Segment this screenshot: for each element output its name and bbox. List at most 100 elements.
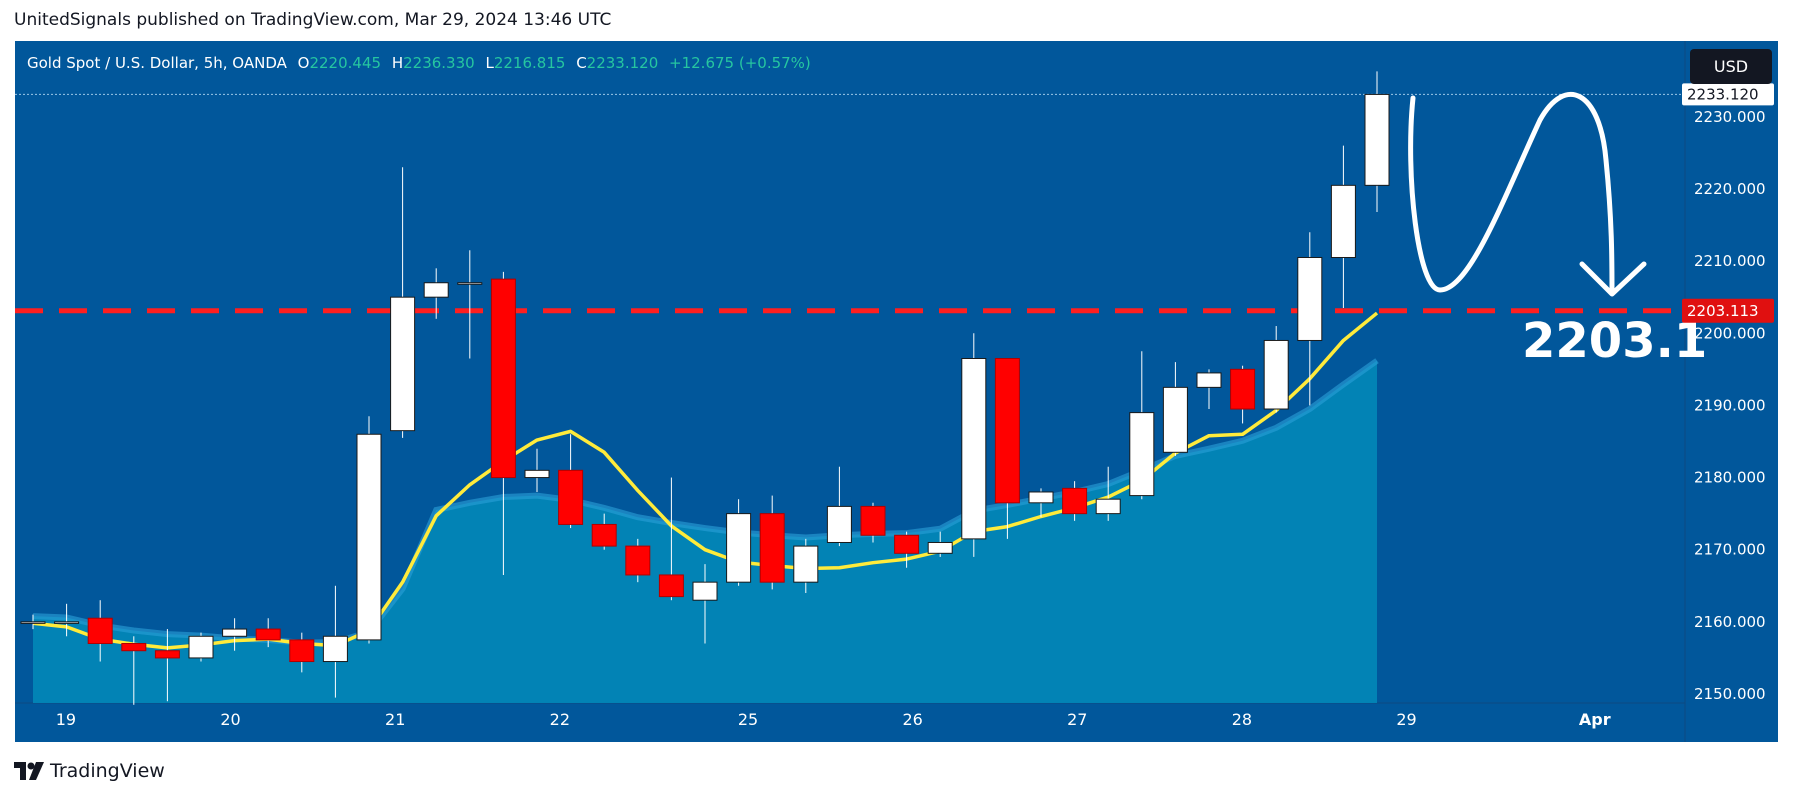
- high-label: H: [391, 54, 404, 72]
- candle-body: [927, 541, 953, 554]
- footer-brand[interactable]: TradingView: [14, 760, 165, 782]
- candle: [1297, 232, 1323, 406]
- candle-body: [390, 296, 416, 432]
- current-price-label: 2233.120: [1687, 85, 1759, 103]
- candle: [1095, 466, 1121, 521]
- candle: [826, 466, 852, 547]
- candle-body: [524, 469, 550, 479]
- time-axis-tick: 21: [385, 710, 405, 729]
- candle: [558, 434, 584, 529]
- candle-body: [289, 639, 315, 663]
- annotation-layer: 2203.1: [1408, 91, 1707, 369]
- high-value: 2236.330: [403, 54, 475, 72]
- candle: [927, 531, 953, 557]
- candle: [692, 564, 718, 644]
- candle: [289, 632, 315, 673]
- candle-body: [1297, 256, 1323, 341]
- candle-body: [658, 574, 684, 598]
- level-line-layer: [15, 93, 1685, 314]
- candle-body: [154, 650, 180, 659]
- close-value: 2233.120: [586, 54, 659, 72]
- publisher-caption: UnitedSignals published on TradingView.c…: [14, 10, 612, 30]
- close-label: C: [576, 54, 587, 72]
- candle: [20, 614, 46, 630]
- candle: [390, 167, 416, 438]
- candle-body: [20, 621, 46, 624]
- candle-body: [759, 513, 785, 583]
- candle-body: [994, 358, 1020, 504]
- candle-body: [793, 545, 819, 583]
- time-axis-tick: 26: [902, 710, 922, 729]
- time-axis-tick: 19: [56, 710, 76, 729]
- candle: [961, 333, 987, 557]
- time-axis-tick: 20: [220, 710, 240, 729]
- candle-body: [1095, 498, 1121, 515]
- candle: [591, 513, 617, 550]
- candle: [322, 585, 348, 698]
- time-axis-tick: 27: [1067, 710, 1087, 729]
- candle: [1062, 481, 1088, 521]
- candle: [490, 271, 516, 575]
- candle: [658, 477, 684, 601]
- candle-body: [1062, 487, 1088, 515]
- candle-body: [1162, 386, 1188, 453]
- candle-body: [726, 513, 752, 583]
- candle-body: [1028, 491, 1054, 504]
- candle: [1196, 369, 1222, 410]
- candle: [87, 600, 113, 662]
- level-price-label: 2203.113: [1687, 302, 1759, 320]
- symbol-legend: Gold Spot / U.S. Dollar, 5h, OANDA O2220…: [27, 54, 811, 72]
- candle-body: [894, 534, 920, 554]
- candle-body: [558, 469, 584, 525]
- price-axis-tick: 2230.000: [1694, 108, 1766, 126]
- price-axis-tick: 2160.000: [1694, 613, 1766, 631]
- price-axis-tick: 2170.000: [1694, 541, 1766, 559]
- candle-body: [826, 505, 852, 543]
- candle-body: [222, 628, 248, 637]
- price-axis-tick: 2210.000: [1694, 252, 1766, 270]
- candle: [1129, 351, 1155, 500]
- candle: [894, 531, 920, 568]
- candle-body: [457, 282, 483, 285]
- candle-body: [490, 278, 516, 479]
- candle: [625, 538, 651, 583]
- candle: [1364, 71, 1390, 213]
- price-axis-tick: 2200.000: [1694, 324, 1766, 342]
- candle-body: [121, 642, 147, 652]
- currency-button[interactable]: USD: [1690, 49, 1772, 84]
- candle: [255, 618, 281, 648]
- candle: [1230, 365, 1256, 424]
- candle-body: [625, 545, 651, 576]
- candle-body: [1129, 412, 1155, 497]
- low-value: 2216.815: [493, 54, 566, 72]
- open-value: 2220.445: [309, 54, 382, 72]
- change-value: +12.675 (+0.57%): [669, 54, 811, 72]
- candle-body: [961, 358, 987, 540]
- level-annotation-text: 2203.1: [1522, 313, 1707, 369]
- candle-body: [1230, 368, 1256, 410]
- candles-layer: [20, 71, 1390, 705]
- open-label: O: [297, 54, 310, 72]
- candle-body: [1330, 184, 1356, 258]
- price-axis: 2150.000 2160.000 2170.000 2180.000 2190.000…: [1682, 83, 1774, 703]
- candle: [423, 268, 449, 319]
- candle: [222, 618, 248, 651]
- candle-body: [188, 635, 214, 659]
- candle: [860, 502, 886, 543]
- candle: [1330, 145, 1356, 308]
- brand-name: TradingView: [50, 760, 165, 782]
- candle: [356, 416, 382, 644]
- candle-body: [54, 621, 80, 624]
- tradingview-logo-icon: [14, 762, 44, 780]
- symbol-name: Gold Spot / U.S. Dollar, 5h, OANDA: [27, 54, 287, 72]
- candle: [793, 538, 819, 593]
- time-axis-tick: 22: [550, 710, 570, 729]
- candle: [457, 250, 483, 359]
- time-axis-tick: 29: [1396, 710, 1416, 729]
- candle-body: [692, 581, 718, 601]
- candle-body: [423, 282, 449, 298]
- area-series-fill: [33, 360, 1377, 703]
- projection-arrowhead: [1579, 261, 1647, 297]
- candle-body: [356, 433, 382, 641]
